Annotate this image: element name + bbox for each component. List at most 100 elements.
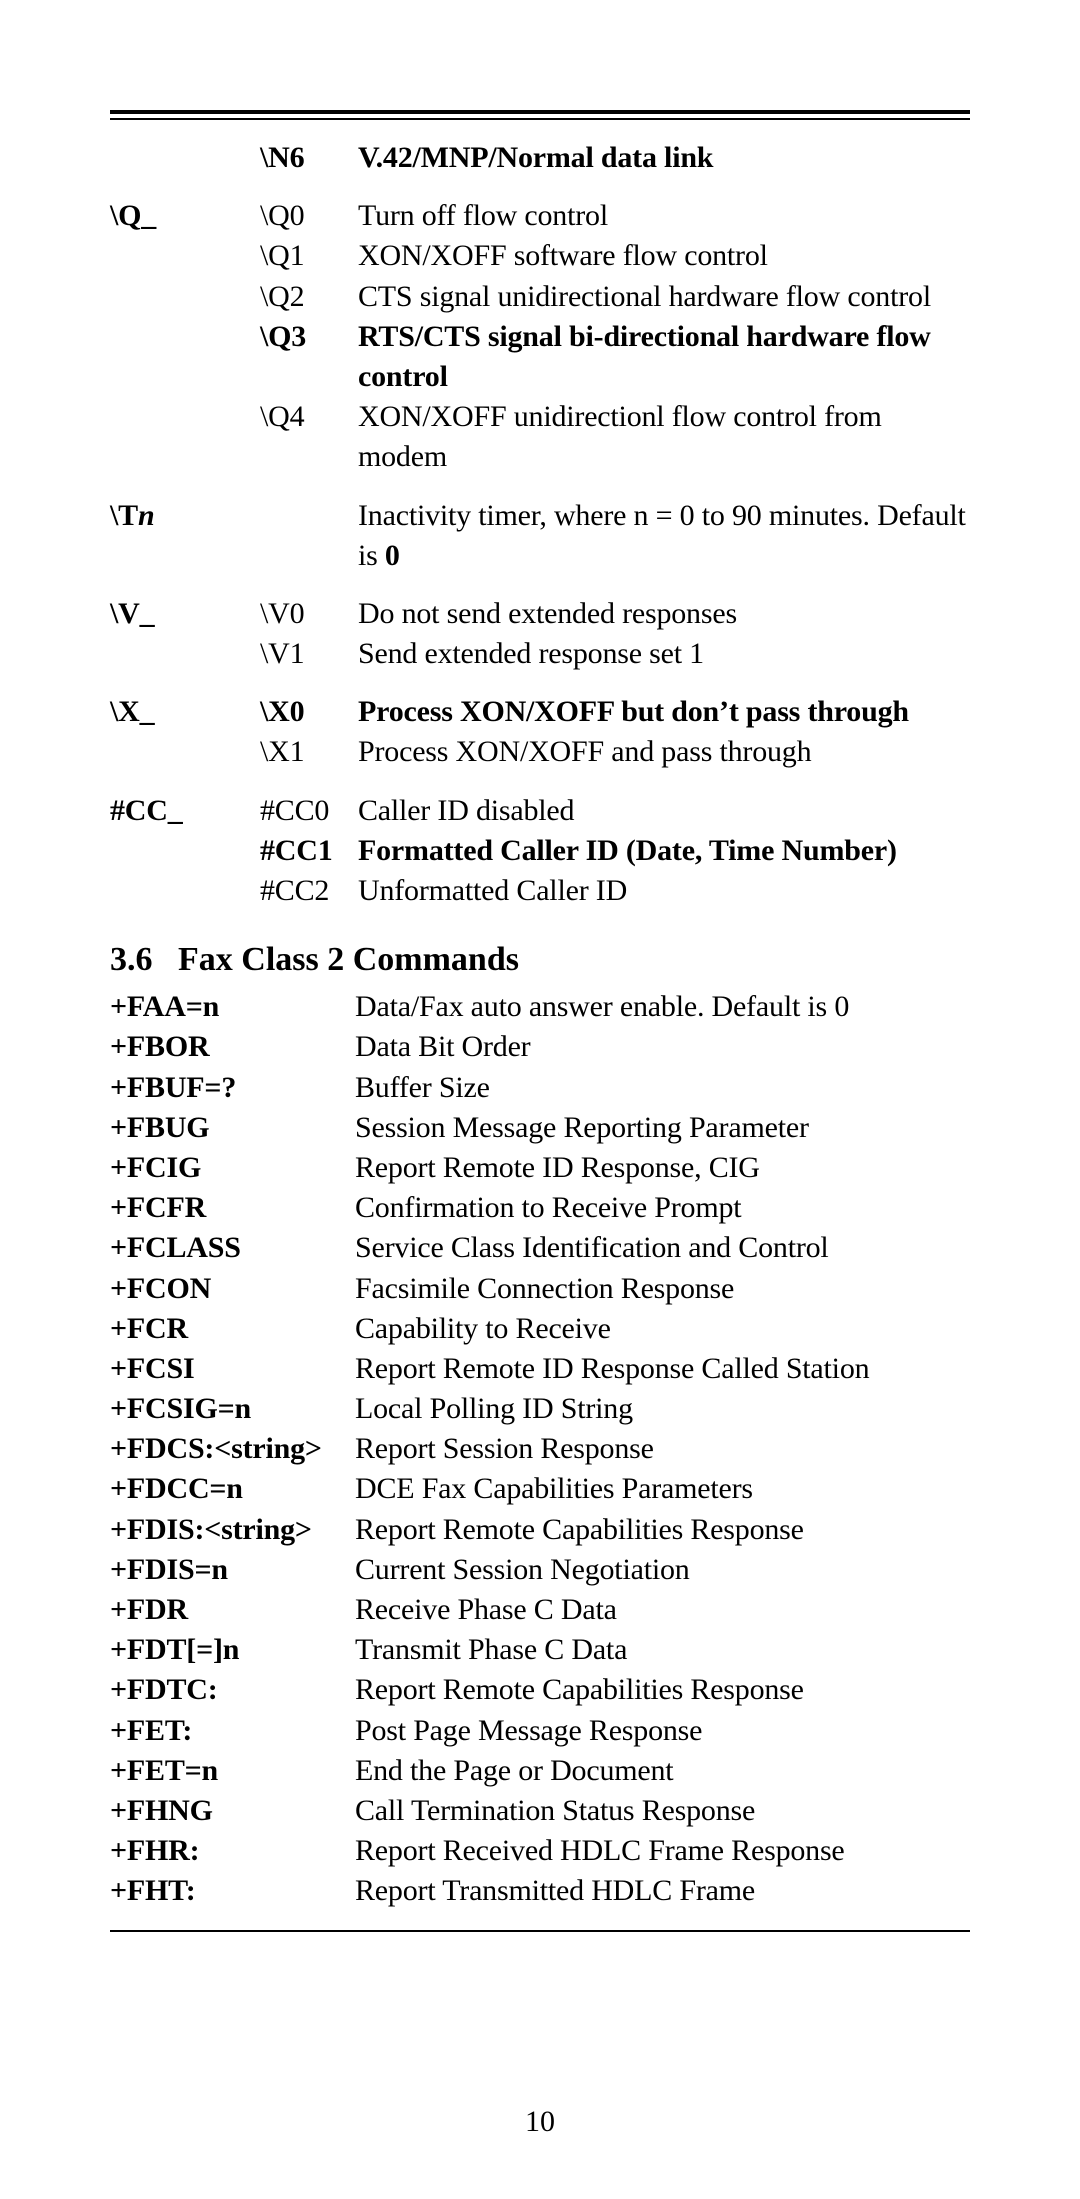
fax-desc-cell: DCE Fax Capabilities Parameters [355,1469,970,1509]
table-row: +FAA=nData/Fax auto answer enable. Defau… [110,987,970,1027]
fax-desc-cell: Report Remote ID Response, CIG [355,1148,970,1188]
desc-cell: Unformatted Caller ID [358,871,970,911]
group-cell: \X_ [110,692,260,732]
fax-cmd-cell: +FDR [110,1590,355,1630]
table-row: #CC_#CC0Caller ID disabled [110,791,970,831]
fax-cmd-cell: +FAA=n [110,987,355,1027]
commands-table: \N6V.42/MNP/Normal data link \Q_\Q0Turn o… [110,138,970,911]
code-cell: \Q2 [260,277,358,317]
code-cell: \Q0 [260,196,358,236]
fax-cmd-cell: +FDTC: [110,1670,355,1710]
fax-cmd-cell: +FBUF=? [110,1068,355,1108]
table-row: +FBORData Bit Order [110,1027,970,1067]
fax-cmd-cell: +FCSIG=n [110,1389,355,1429]
code-cell: \V1 [260,634,358,674]
code-cell: #CC2 [260,871,358,911]
group-cell [110,236,260,276]
group-cell [110,317,260,397]
table-row [110,773,970,791]
table-row [110,674,970,692]
desc-cell: Process XON/XOFF but don’t pass through [358,692,970,732]
code-cell: #CC1 [260,831,358,871]
table-row: +FHR:Report Received HDLC Frame Response [110,1831,970,1871]
table-row: +FDTC:Report Remote Capabilities Respons… [110,1670,970,1710]
fax-desc-cell: Report Remote ID Response Called Station [355,1349,970,1389]
table-row: +FCFRConfirmation to Receive Prompt [110,1188,970,1228]
table-row: +FCONFacsimile Connection Response [110,1269,970,1309]
code-cell: \X0 [260,692,358,732]
fax-cmd-cell: +FCR [110,1309,355,1349]
fax-cmd-cell: +FCLASS [110,1228,355,1268]
table-row: \V1Send extended response set 1 [110,634,970,674]
table-row: \Q2CTS signal unidirectional hardware fl… [110,277,970,317]
code-cell: \Q1 [260,236,358,276]
table-row: +FDIS:<string>Report Remote Capabilities… [110,1510,970,1550]
fax-desc-cell: Current Session Negotiation [355,1550,970,1590]
table-row: \X_\X0Process XON/XOFF but don’t pass th… [110,692,970,732]
fax-desc-cell: Facsimile Connection Response [355,1269,970,1309]
group-cell: \Q_ [110,196,260,236]
fax-desc-cell: Receive Phase C Data [355,1590,970,1630]
table-row: +FDCS:<string>Report Session Response [110,1429,970,1469]
group-cell [110,634,260,674]
fax-desc-cell: Session Message Reporting Parameter [355,1108,970,1148]
fax-desc-cell: Buffer Size [355,1068,970,1108]
table-row: #CC2Unformatted Caller ID [110,871,970,911]
table-row [110,576,970,594]
fax-desc-cell: Report Received HDLC Frame Response [355,1831,970,1871]
page-container: \N6V.42/MNP/Normal data link \Q_\Q0Turn o… [0,0,1080,2199]
fax-desc-cell: Confirmation to Receive Prompt [355,1188,970,1228]
fax-commands-table: +FAA=nData/Fax auto answer enable. Defau… [110,987,970,1911]
table-row: \Q1XON/XOFF software flow control [110,236,970,276]
desc-cell: Process XON/XOFF and pass through [358,732,970,772]
desc-cell: XON/XOFF unidirectionl flow control from… [358,397,970,477]
fax-cmd-cell: +FDCS:<string> [110,1429,355,1469]
desc-cell: Turn off flow control [358,196,970,236]
table-row: \X1Process XON/XOFF and pass through [110,732,970,772]
fax-desc-cell: End the Page or Document [355,1751,970,1791]
fax-cmd-cell: +FBUG [110,1108,355,1148]
top-double-rule [110,110,970,120]
table-row: \Tn Inactivity timer, where n = 0 to 90 m… [110,496,970,576]
group-cell [110,277,260,317]
table-row: +FDIS=nCurrent Session Negotiation [110,1550,970,1590]
group-cell: \Tn [110,496,260,576]
fax-cmd-cell: +FDIS=n [110,1550,355,1590]
table-row: \V_\V0Do not send extended responses [110,594,970,634]
fax-cmd-cell: +FBOR [110,1027,355,1067]
table-row: \N6V.42/MNP/Normal data link [110,138,970,178]
group-cell [110,831,260,871]
table-row: +FDCC=nDCE Fax Capabilities Parameters [110,1469,970,1509]
code-cell: \N6 [260,138,358,178]
table-row [110,478,970,496]
section-title: Fax Class 2 Commands [178,941,519,978]
fax-cmd-cell: +FDCC=n [110,1469,355,1509]
table-row: +FHT:Report Transmitted HDLC Frame [110,1871,970,1911]
fax-desc-cell: Local Polling ID String [355,1389,970,1429]
desc-cell: Do not send extended responses [358,594,970,634]
fax-desc-cell: Data Bit Order [355,1027,970,1067]
desc-cell: Inactivity timer, where n = 0 to 90 minu… [358,496,970,576]
table-row: +FHNGCall Termination Status Response [110,1791,970,1831]
code-cell: \Q4 [260,397,358,477]
fax-cmd-cell: +FDT[=]n [110,1630,355,1670]
fax-cmd-cell: +FCIG [110,1148,355,1188]
table-row: +FCRCapability to Receive [110,1309,970,1349]
fax-desc-cell: Post Page Message Response [355,1711,970,1751]
page-number: 10 [0,2105,1080,2139]
fax-cmd-cell: +FHNG [110,1791,355,1831]
fax-desc-cell: Data/Fax auto answer enable. Default is … [355,987,970,1027]
table-row: +FCLASSService Class Identification and … [110,1228,970,1268]
group-cell [110,871,260,911]
code-cell: #CC0 [260,791,358,831]
table-row: +FCIGReport Remote ID Response, CIG [110,1148,970,1188]
fax-cmd-cell: +FHT: [110,1871,355,1911]
table-row: #CC1Formatted Caller ID (Date, Time Numb… [110,831,970,871]
table-row: \Q4XON/XOFF unidirectionl flow control f… [110,397,970,477]
table-row: +FDRReceive Phase C Data [110,1590,970,1630]
group-cell [110,138,260,178]
table-row: +FBUGSession Message Reporting Parameter [110,1108,970,1148]
fax-cmd-cell: +FDIS:<string> [110,1510,355,1550]
code-cell: \Q3 [260,317,358,397]
desc-cell: XON/XOFF software flow control [358,236,970,276]
